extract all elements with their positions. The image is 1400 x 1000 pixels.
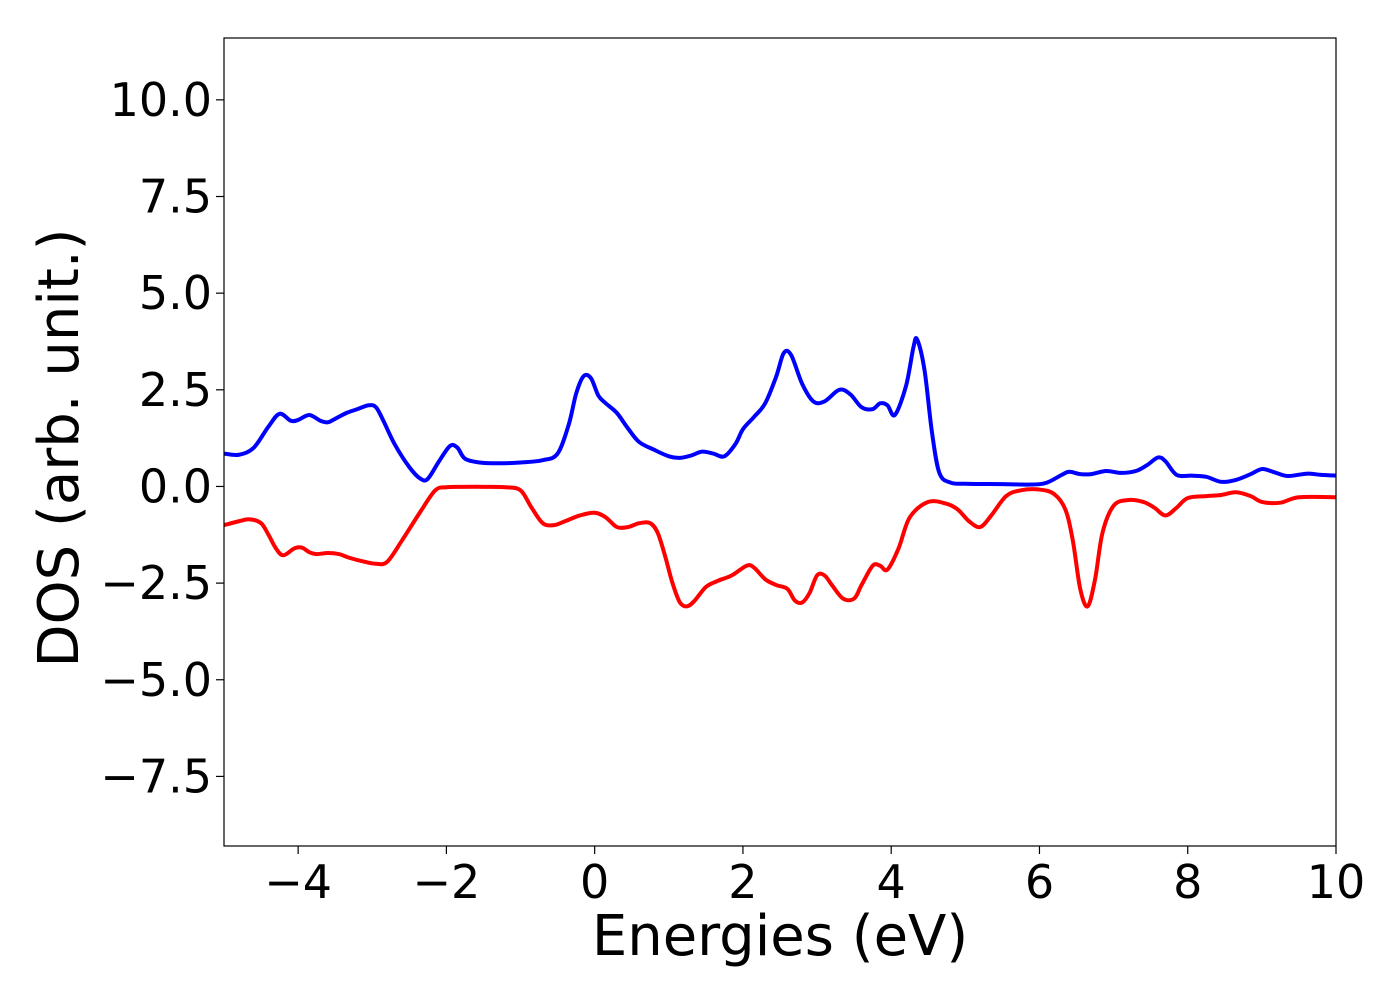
x-tick-label: 2 xyxy=(728,855,757,909)
y-axis: 10.0 7.5 5.0 2.5 0.0 −2.5 −5.0 −7.5 xyxy=(100,73,224,803)
x-axis: −4 −2 0 2 4 6 8 10 xyxy=(264,846,1365,909)
x-tick-label: −2 xyxy=(412,855,480,909)
x-axis-title: Energies (eV) xyxy=(592,904,968,969)
x-tick-label: 0 xyxy=(580,855,609,909)
dos-line-blue xyxy=(224,336,1336,487)
x-tick-label: 10 xyxy=(1307,855,1366,909)
plot-area xyxy=(224,336,1336,609)
y-tick-label: 0.0 xyxy=(139,459,212,513)
plot-frame xyxy=(223,37,1337,847)
y-tick-label: 2.5 xyxy=(139,363,212,417)
x-tick-label: 8 xyxy=(1173,855,1202,909)
x-tick-label: 6 xyxy=(1025,855,1054,909)
y-axis-title: DOS (arb. unit.) xyxy=(27,228,92,667)
x-tick-label: 4 xyxy=(877,855,906,909)
y-tick-label: 10.0 xyxy=(110,73,212,127)
x-tick-label: −4 xyxy=(264,855,332,909)
dos-line-red xyxy=(224,484,1336,609)
y-tick-label: −7.5 xyxy=(100,749,212,803)
y-tick-label: 5.0 xyxy=(139,266,212,320)
y-tick-label: 7.5 xyxy=(139,170,212,224)
y-tick-label: −5.0 xyxy=(100,653,212,707)
y-tick-label: −2.5 xyxy=(100,556,212,610)
